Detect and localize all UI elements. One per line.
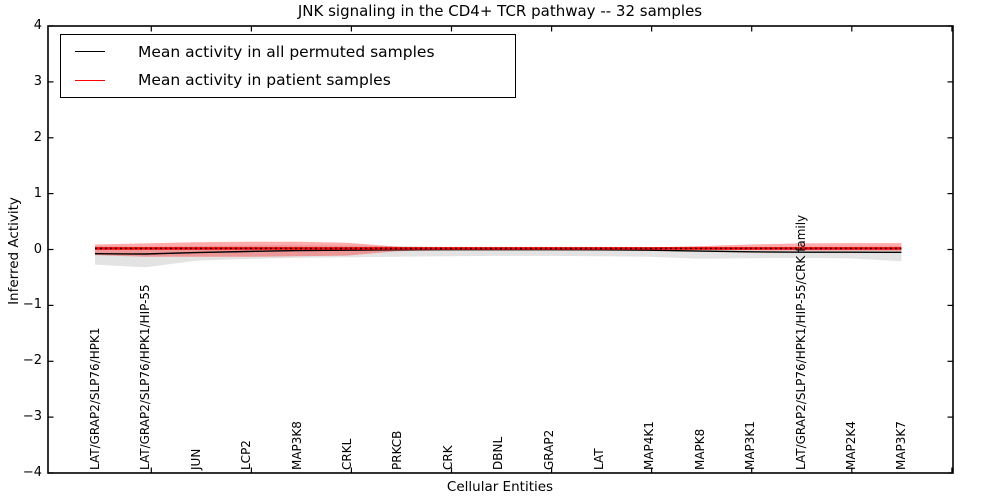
x-tick-label: LCP2 [239, 440, 254, 470]
x-tick-label: DBNL [491, 436, 506, 470]
x-tick-label: CRKL [340, 438, 354, 470]
x-tick-label: MAP2K4 [844, 421, 858, 470]
y-tick-label: 4 [33, 18, 42, 33]
black-line-sample-icon [75, 51, 105, 53]
x-tick-label: PRKCB [390, 430, 405, 470]
red-line-sample-icon [75, 79, 105, 81]
legend-entry-patient: Mean activity in patient samples [61, 66, 515, 94]
y-tick-label: 1 [33, 185, 42, 201]
y-tick-label: −1 [22, 297, 42, 313]
y-tick-label: 0 [33, 241, 42, 257]
legend-label: Mean activity in patient samples [138, 71, 391, 90]
x-tick-label: JUN [188, 448, 203, 470]
x-tick-label: CRK [440, 445, 455, 470]
x-tick-label: LAT/GRAP2/SLP76/HPK1/HIP-55/CRK family [793, 214, 808, 470]
x-tick-label: MAP4K1 [642, 421, 657, 470]
legend: Mean activity in all permuted samples Me… [60, 34, 516, 98]
y-tick-label: 2 [33, 129, 42, 145]
y-tick-label: 3 [33, 73, 42, 89]
legend-entry-permuted: Mean activity in all permuted samples [61, 38, 515, 66]
legend-label: Mean activity in all permuted samples [138, 42, 435, 61]
chart-title: JNK signaling in the CD4+ TCR pathway --… [297, 2, 703, 20]
x-axis-label: Cellular Entities [446, 479, 554, 495]
x-tick-label: GRAP2 [541, 429, 556, 470]
x-tick-label: MAP3K7 [894, 421, 909, 470]
x-tick-label: LAT [592, 448, 606, 470]
y-tick-label: −3 [22, 409, 42, 425]
x-tick-label: MAP3K1 [743, 421, 758, 470]
x-tick-label: MAP3K8 [289, 421, 304, 470]
x-tick-label: LAT/GRAP2/SLP76/HPK1/HIP-55 [138, 284, 153, 470]
y-tick-label: −4 [22, 465, 42, 480]
x-tick-label: LAT/GRAP2/SLP76/HPK1 [88, 327, 102, 471]
y-tick-label: −2 [22, 353, 42, 369]
x-tick-label: MAPK8 [692, 428, 707, 470]
